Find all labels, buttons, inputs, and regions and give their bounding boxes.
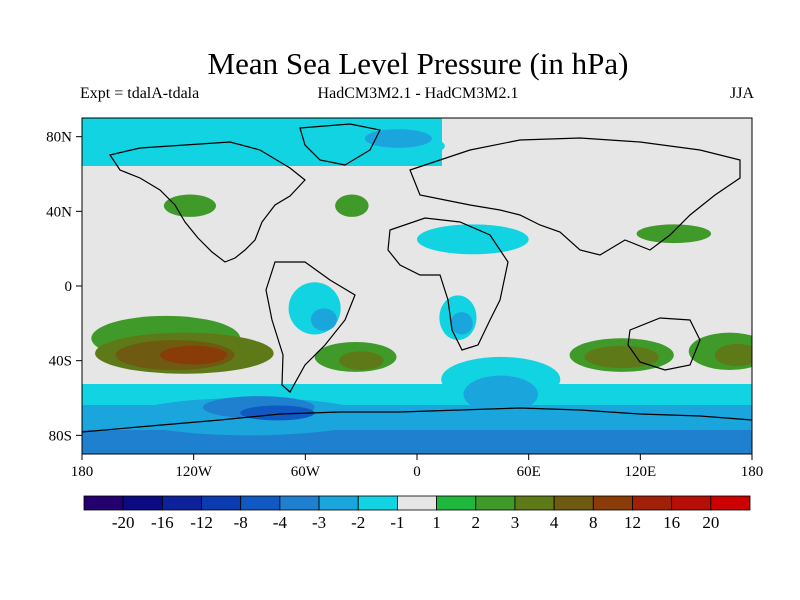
lon-label: 120E <box>624 464 656 480</box>
colorbar-label: -3 <box>312 513 326 532</box>
colorbar-label: 16 <box>663 513 680 532</box>
colorbar: -20 -16 -12 -8 -4 -3 -2 -1 1 2 3 4 8 12 16 20 <box>83 495 751 532</box>
colorbar-swatch <box>279 495 320 511</box>
plot-title: Mean Sea Level Pressure (in hPa) <box>207 46 629 81</box>
lon-label: 0 <box>413 464 421 480</box>
colorbar-swatch <box>671 495 712 511</box>
lon-label: 60W <box>291 464 321 480</box>
colorbar-swatch <box>122 495 163 511</box>
coast-africa <box>387 217 509 351</box>
colorbar-swatch <box>475 495 516 511</box>
pressure-region-5 <box>338 351 384 370</box>
map-plot-area <box>82 118 752 454</box>
pressure-regions <box>91 129 752 436</box>
antarctic-band-neg3 <box>82 430 752 454</box>
pressure-region-3 <box>160 345 228 365</box>
colorbar-swatch <box>553 495 594 511</box>
colorbar-swatch <box>161 495 202 511</box>
colorbar-swatch <box>240 495 281 511</box>
colorbar-swatch <box>83 495 124 511</box>
pressure-region-24 <box>364 129 432 148</box>
lon-label: 60E <box>517 464 541 480</box>
colorbar-swatch <box>318 495 359 511</box>
pressure-region-14 <box>310 308 337 331</box>
colorbar-swatch <box>357 495 398 511</box>
colorbar-swatch <box>514 495 555 511</box>
colorbar-swatch <box>201 495 242 511</box>
colorbar-label: 3 <box>511 513 520 532</box>
pressure-region-7 <box>335 194 369 217</box>
colorbar-label: -2 <box>351 513 365 532</box>
colorbar-label: 12 <box>624 513 641 532</box>
model-label: HadCM3M2.1 - HadCM3M2.1 <box>317 85 519 102</box>
coastlines <box>82 123 752 433</box>
colorbar-swatch <box>592 495 633 511</box>
coast-south-america <box>265 261 356 393</box>
colorbar-label: -1 <box>390 513 404 532</box>
pressure-region-6 <box>163 194 216 217</box>
coast-antarctica <box>82 407 752 433</box>
lat-label: 80S <box>49 428 72 444</box>
pressure-region-19 <box>463 375 538 413</box>
colorbar-label: -12 <box>190 513 213 532</box>
coast-greenland <box>299 123 381 166</box>
colorbar-label: -16 <box>151 513 174 532</box>
colorbar-swatch <box>710 495 751 511</box>
pressure-region-17 <box>417 224 529 255</box>
coast-north-america <box>109 141 306 263</box>
pressure-region-16 <box>450 312 473 335</box>
experiment-label: Expt = tdalA-tdala <box>80 85 200 102</box>
colorbar-swatch <box>436 495 477 511</box>
colorbar-swatch <box>632 495 673 511</box>
lat-label: 40S <box>49 354 72 370</box>
axis-ticks: 80N 40N 0 40S 80S 180 120W 60W 0 60E 120E 180 <box>46 130 763 480</box>
colorbar-swatch <box>397 495 437 511</box>
season-label: JJA <box>729 85 754 102</box>
lon-label: 120W <box>175 464 213 480</box>
lat-label: 0 <box>65 279 73 295</box>
lat-label: 80N <box>46 130 72 146</box>
colorbar-label: 20 <box>702 513 719 532</box>
coast-europe-asia <box>409 137 741 256</box>
colorbar-label: -20 <box>112 513 135 532</box>
coast-australia <box>627 317 701 371</box>
colorbar-label: 4 <box>550 513 559 532</box>
pressure-region-8 <box>636 224 712 244</box>
colorbar-label: 1 <box>432 513 441 532</box>
colorbar-label: 8 <box>589 513 598 532</box>
lat-label: 40N <box>46 204 72 220</box>
colorbar-label: 2 <box>472 513 481 532</box>
colorbar-label: -8 <box>234 513 248 532</box>
lon-label: 180 <box>741 464 764 480</box>
pressure-region-12 <box>714 343 752 367</box>
lon-label: 180 <box>71 464 94 480</box>
colorbar-label: -4 <box>273 513 288 532</box>
